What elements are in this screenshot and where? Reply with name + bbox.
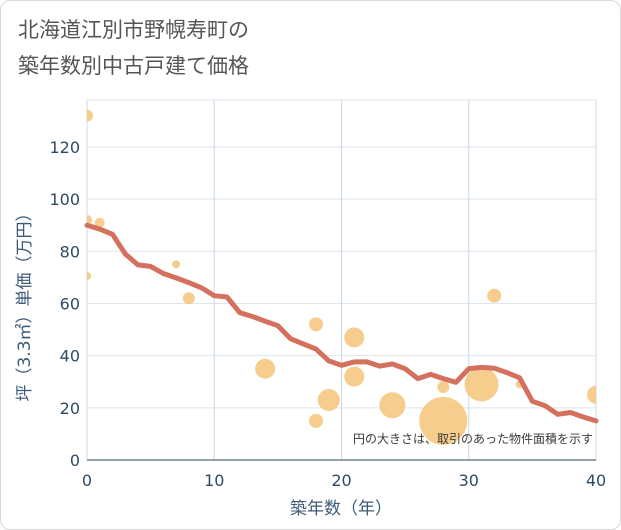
scatter-point: [94, 217, 105, 228]
scatter-point: [587, 385, 596, 404]
scatter-point: [344, 327, 365, 348]
y-axis-label: 坪（3.3㎡）単価（万円）: [15, 204, 35, 401]
scatter-point: [182, 292, 195, 305]
y-tick-label: 40: [60, 347, 80, 366]
x-tick-label: 40: [586, 471, 606, 490]
scatter-point: [437, 380, 450, 393]
scatter-point: [87, 215, 92, 225]
scatter-point: [317, 389, 340, 411]
scatter-point: [172, 260, 181, 269]
chart-title-line2: 築年数別中古戸建て価格: [18, 54, 249, 78]
x-tick-label: 20: [331, 471, 351, 490]
y-tick-label: 0: [70, 451, 80, 470]
x-tick-label: 0: [82, 471, 92, 490]
scatter-point: [487, 288, 502, 303]
scatter-point: [87, 109, 93, 122]
average-price-line: [84, 222, 599, 424]
scatter-point: [309, 317, 324, 332]
bubbles: [87, 109, 596, 445]
y-tick-label: 120: [49, 138, 80, 157]
y-tick-label: 60: [60, 294, 80, 313]
scatter-point: [255, 358, 276, 379]
chart-title: 北海道江別市野幌寿町の 築年数別中古戸建て価格: [18, 12, 249, 84]
scatter-point: [419, 396, 468, 445]
tick-labels: 0 20 40 60 80 100 120 0 10 20 30 40: [49, 138, 606, 490]
scatter-point: [379, 392, 406, 419]
y-tick-label: 20: [60, 399, 80, 418]
y-tick-label: 80: [60, 242, 80, 261]
trend-line-group: [84, 222, 599, 424]
x-tick-label: 30: [459, 471, 479, 490]
scatter-point: [87, 272, 91, 281]
y-tick-label: 100: [49, 190, 80, 209]
x-tick-label: 10: [204, 471, 224, 490]
scatter-point: [464, 367, 499, 402]
scatter-point: [344, 366, 365, 387]
x-axis-label: 築年数（年）: [290, 499, 392, 519]
grid: [86, 99, 597, 461]
bubble-size-note: 円の大きさは、取引のあった物件面積を示す: [353, 431, 593, 446]
scatter-point: [309, 413, 324, 428]
chart-title-line1: 北海道江別市野幌寿町の: [18, 18, 249, 42]
